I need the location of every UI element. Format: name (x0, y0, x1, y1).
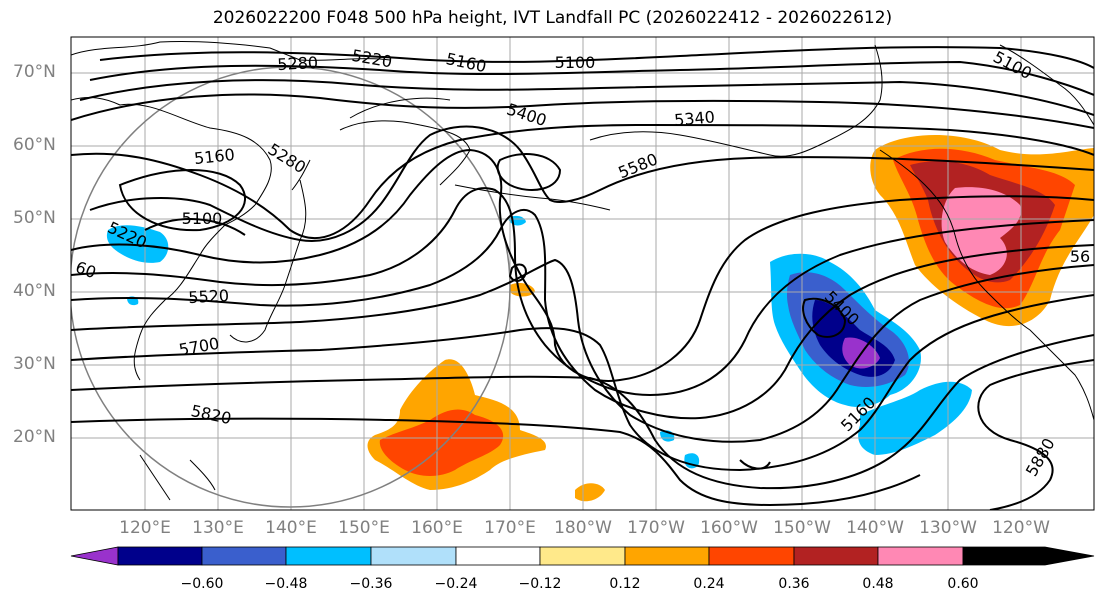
colorbar-tick-label: 0.24 (693, 576, 725, 592)
contour-label: 5520 (188, 286, 230, 307)
coastlines (71, 40, 1094, 501)
lon-label: 120°E (119, 518, 171, 538)
lat-label: 20°N (13, 427, 56, 447)
lat-label: 60°N (13, 135, 56, 155)
height-contours (71, 46, 1094, 510)
lon-label: 170°W (627, 518, 685, 538)
lon-label: 120°W (992, 518, 1050, 538)
contour-label: 5100 (182, 209, 223, 228)
contour-label: 56 (1070, 247, 1090, 266)
lon-label: 170°E (484, 518, 536, 538)
contour-label: 5340 (673, 107, 715, 129)
colorbar-tick-label: 0.12 (609, 576, 641, 592)
colorbar-tick-label: 0.60 (947, 576, 979, 592)
colorbar-tick-label: −0.24 (434, 576, 478, 592)
contour-label: 5280 (277, 53, 319, 74)
lon-label: 150°E (338, 518, 390, 538)
colorbar-tick-label: −0.60 (180, 576, 224, 592)
colorbar-tick-label: −0.12 (518, 576, 562, 592)
colorbar-tick-label: −0.48 (264, 576, 308, 592)
chart-title: 2026022200 F048 500 hPa height, IVT Land… (212, 8, 893, 28)
lat-label: 30°N (13, 354, 56, 374)
lon-label: 130°W (919, 518, 977, 538)
lon-label: 130°E (192, 518, 244, 538)
lon-label: 160°E (411, 518, 463, 538)
lat-label: 50°N (13, 208, 56, 228)
lon-label: 160°W (700, 518, 758, 538)
colorbar-tick-label: 0.48 (862, 576, 894, 592)
lon-label: 150°W (773, 518, 831, 538)
contour-label: 5160 (193, 145, 235, 168)
lat-label: 70°N (13, 62, 56, 82)
map-frame (70, 36, 1095, 511)
lon-label: 140°W (846, 518, 904, 538)
lon-label: 140°E (265, 518, 317, 538)
colorbar-tick-label: −0.36 (349, 576, 393, 592)
lon-label: 180°W (554, 518, 612, 538)
colorbar-tick-label: 0.36 (778, 576, 810, 592)
lat-label: 40°N (13, 281, 56, 301)
contour-label: 5100 (555, 53, 596, 72)
